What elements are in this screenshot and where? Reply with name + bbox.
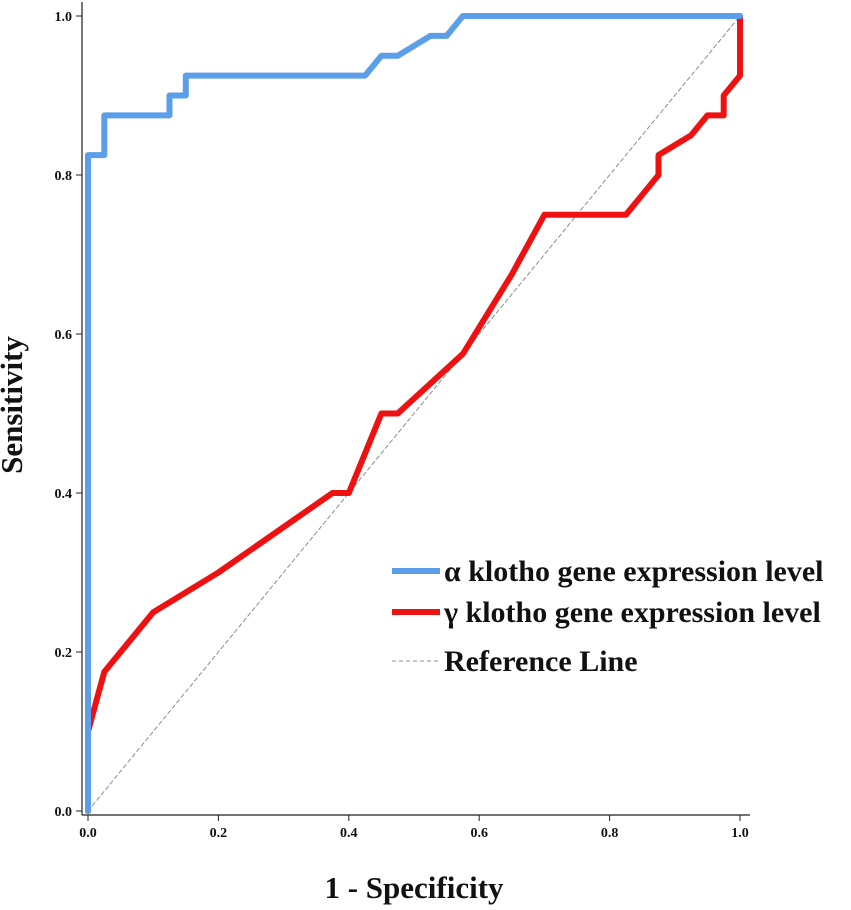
legend-label-gamma: γ klotho gene expression level: [443, 596, 821, 629]
y-axis-title: Sensitivity: [0, 336, 29, 474]
x-tick-label: 0.6: [470, 826, 488, 841]
plot-frame: [81, 2, 750, 816]
x-tick-label: 0.8: [601, 826, 619, 841]
y-tick-label: 1.0: [55, 10, 73, 25]
series-line-gamma: [85, 13, 743, 814]
y-tick-label: 0.2: [55, 646, 73, 661]
x-axis-title: 1 - Specificity: [324, 870, 504, 905]
y-tick-label: 0.6: [55, 328, 73, 343]
y-tick-label: 0.4: [55, 487, 73, 502]
x-tick-label: 0.4: [340, 826, 358, 841]
series-line-alpha: [85, 13, 743, 814]
series-layer: [85, 13, 743, 814]
x-tick-label: 0.2: [210, 826, 228, 841]
legend-label-reference: Reference Line: [444, 645, 638, 678]
x-tick-label: 0.0: [79, 826, 97, 841]
legend: α klotho gene expression level γ klotho …: [392, 555, 824, 678]
y-tick-label: 0.0: [55, 805, 73, 820]
reference-line: [87, 15, 741, 812]
x-tick-label: 1.0: [731, 826, 749, 841]
tick-layer: 0.0 0.2 0.4 0.6 0.8 1.0 0.0 0.2 0.4 0.6 0.8 1.0: [55, 10, 749, 841]
y-tick-label: 0.8: [55, 169, 73, 184]
legend-label-alpha: α klotho gene expression level: [444, 555, 824, 588]
